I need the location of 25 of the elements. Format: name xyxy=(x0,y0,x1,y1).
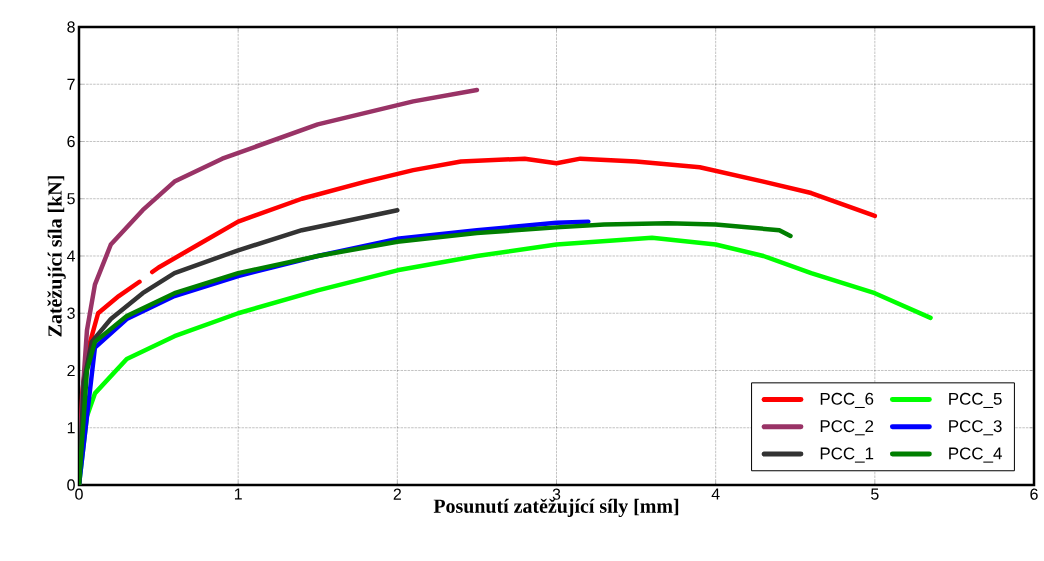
y-tick-label: 3 xyxy=(67,307,75,319)
x-tick-label: 5 xyxy=(871,488,879,500)
line-series xyxy=(79,221,793,485)
legend-label: PCC_5 xyxy=(949,392,1002,409)
y-tick-label: 8 xyxy=(67,21,75,33)
x-tick-label: 1 xyxy=(234,488,242,500)
x-tick-label: 0 xyxy=(75,488,83,500)
x-tick-label: 2 xyxy=(393,488,401,500)
y-tick-label: 5 xyxy=(67,193,75,205)
x-tick-label: 3 xyxy=(552,488,561,500)
y-tick-label: 4 xyxy=(66,250,76,262)
y-tick-label: 7 xyxy=(67,78,75,90)
x-tick-label: 4 xyxy=(711,488,720,500)
y-tick-label: 6 xyxy=(67,135,75,148)
legend-label: PCC_3 xyxy=(949,420,1002,436)
legend-label: PCC_6 xyxy=(820,392,874,409)
y-tick-label: 0 xyxy=(67,479,75,491)
y-tick-label: 1 xyxy=(67,422,75,434)
legend-label: PCC_2 xyxy=(820,420,874,436)
y-tick-label: 2 xyxy=(67,364,75,377)
x-tick-label: 6 xyxy=(1030,488,1038,500)
x-axis-title: Posunutí zatěžující síly [mm] xyxy=(433,498,679,517)
y-axis-title: Zatěžující síla [kN] xyxy=(47,176,66,337)
legend-label: PCC_1 xyxy=(820,447,874,463)
legend-label: PCC_4 xyxy=(949,447,1002,463)
